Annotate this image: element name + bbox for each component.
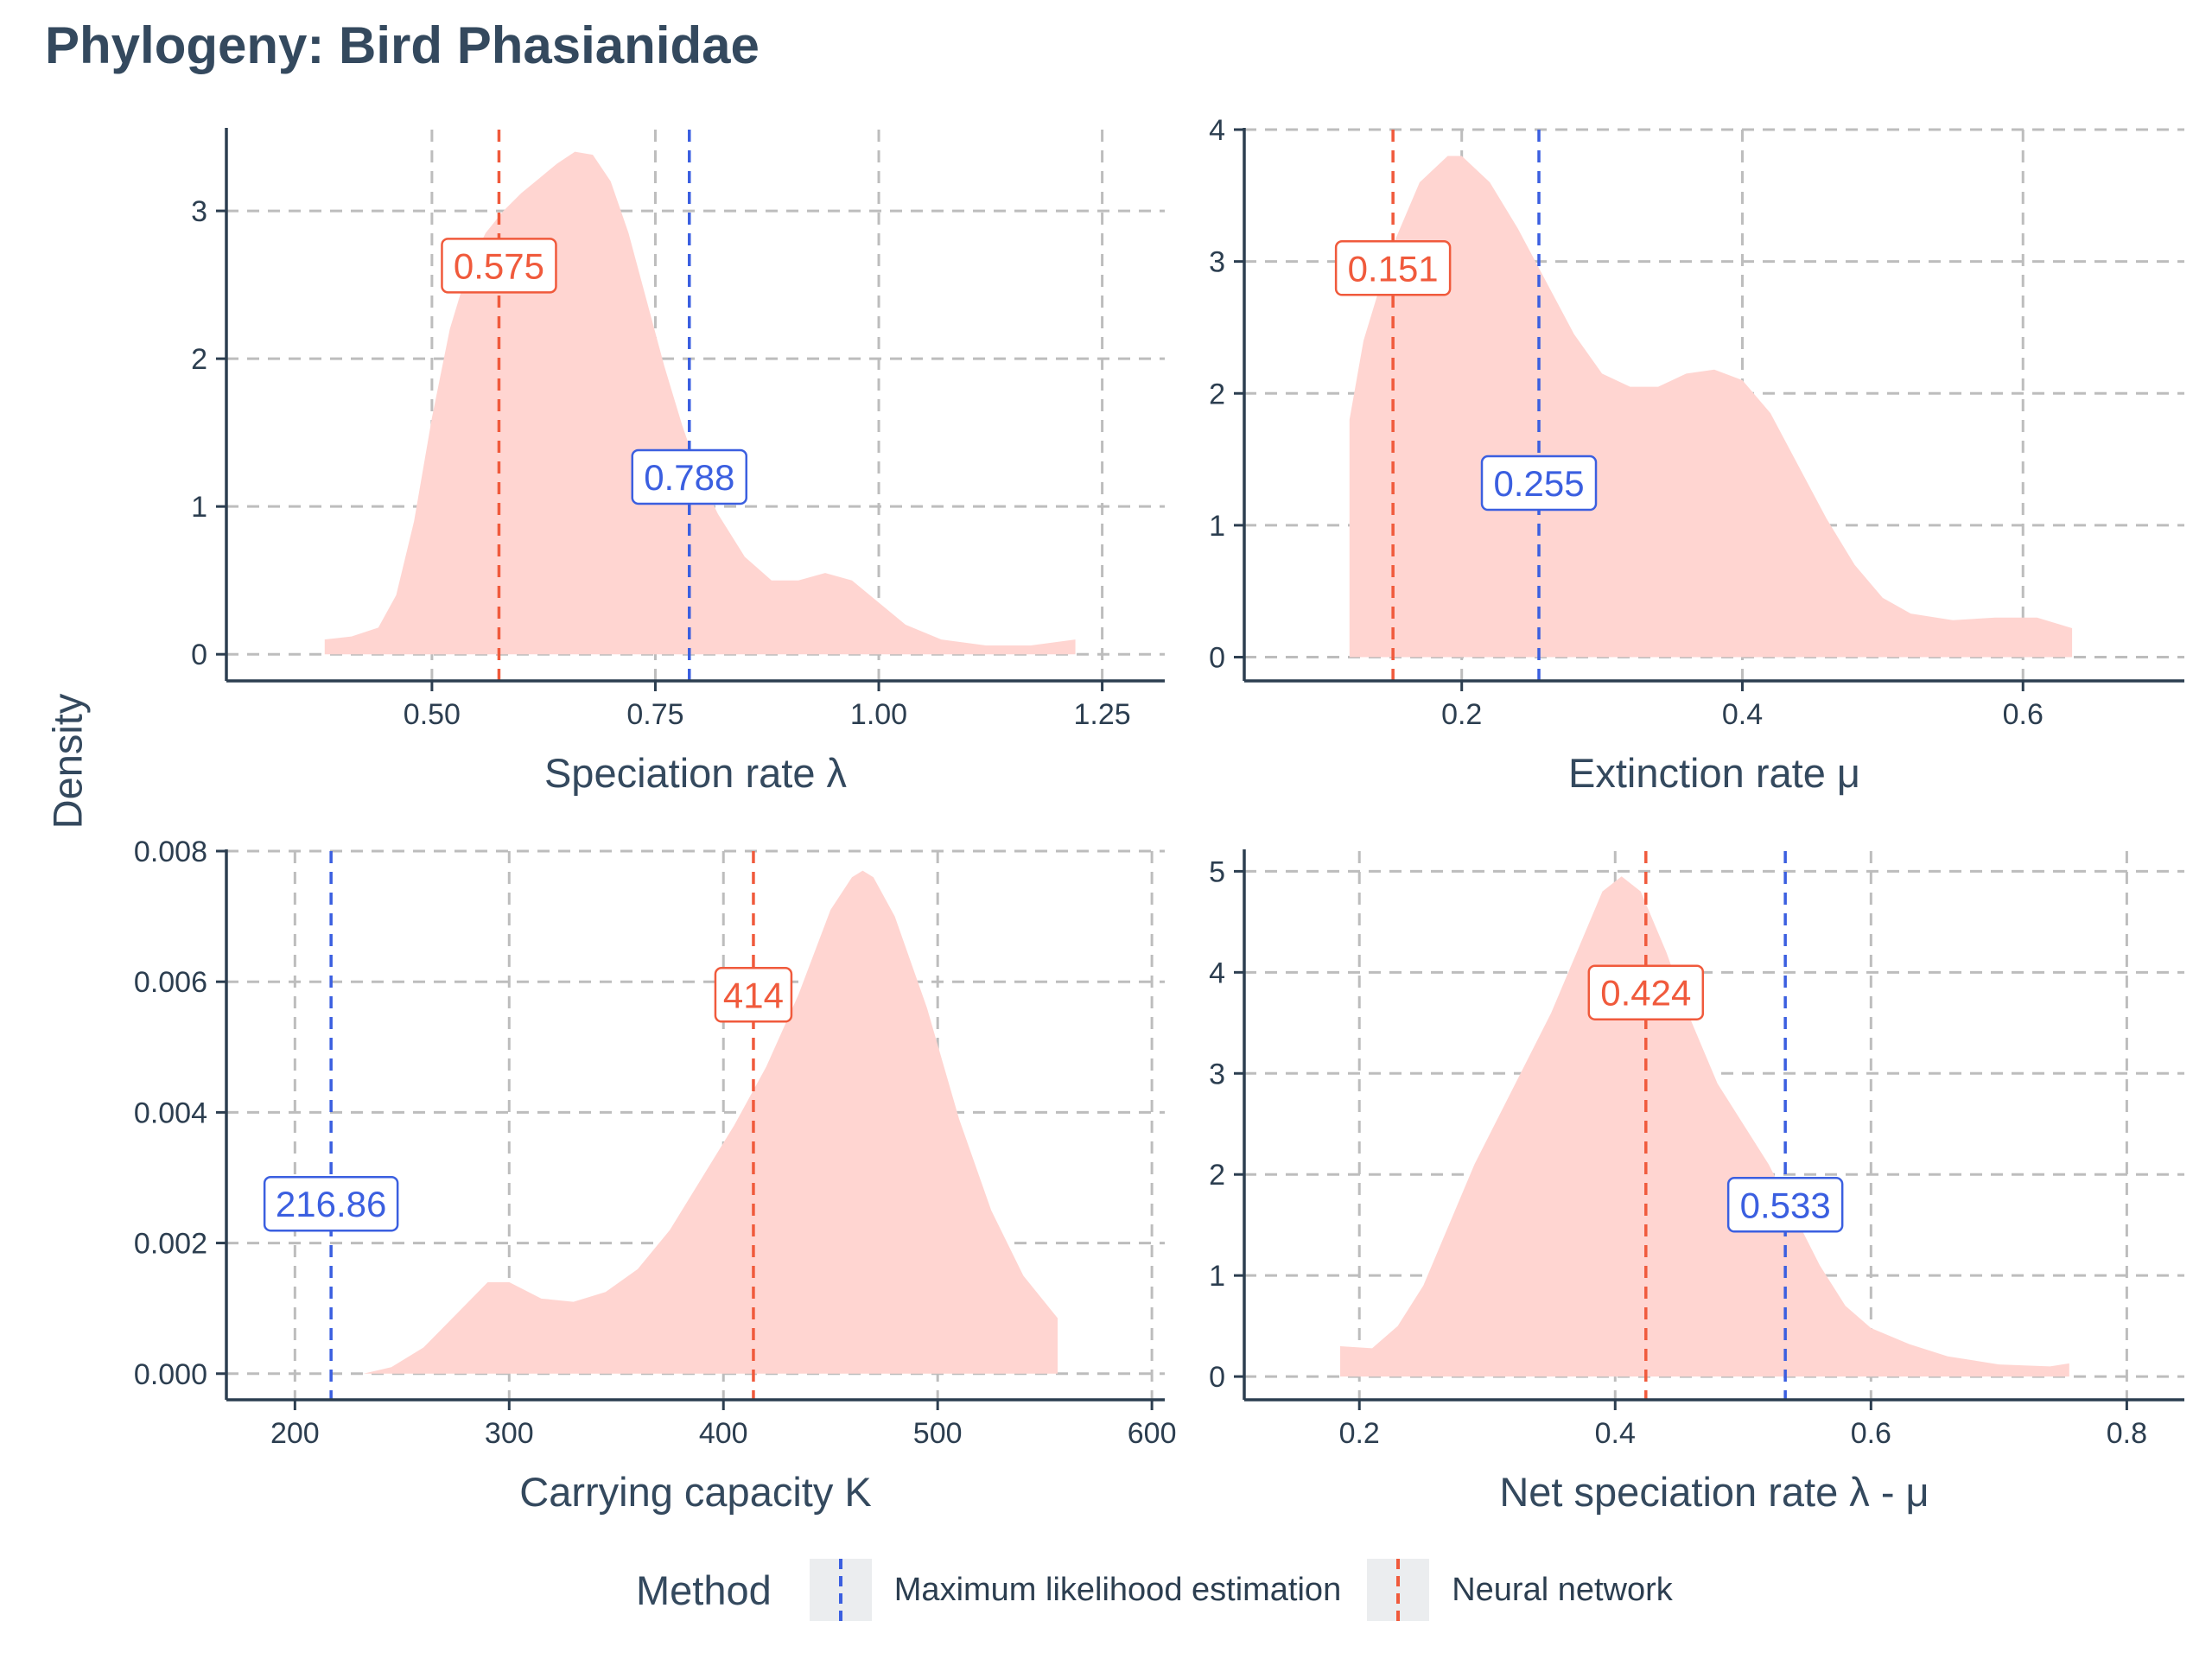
y-tick-label: 1 bbox=[1209, 510, 1225, 543]
panel-3: 200 300 400 500 600 0.000 0.002 0.004 0.006 0.008… bbox=[134, 836, 1177, 1515]
x-tick-label: 200 bbox=[270, 1417, 320, 1450]
density-area bbox=[363, 870, 1058, 1374]
x-tick-label: 0.4 bbox=[1595, 1417, 1636, 1450]
y-tick-label: 0.004 bbox=[134, 1096, 207, 1129]
y-tick-label: 0.006 bbox=[134, 966, 207, 999]
mle-value-label: 0.533 bbox=[1740, 1185, 1831, 1225]
density-area bbox=[324, 151, 1076, 655]
y-tick-label: 0 bbox=[1209, 642, 1225, 675]
density-area bbox=[1349, 156, 2073, 658]
mle-label-box bbox=[631, 448, 748, 505]
mle-value-label: 216.86 bbox=[276, 1184, 386, 1224]
legend-label-mle: Maximum likelihood estimation bbox=[893, 1571, 1342, 1608]
y-tick-label: 2 bbox=[1209, 1159, 1225, 1192]
y-tick-label: 3 bbox=[1209, 246, 1225, 279]
legend-item-mle: Maximum likelihood estimation bbox=[809, 1559, 1367, 1621]
y-tick-label: 0 bbox=[1209, 1361, 1225, 1394]
nn-label-box bbox=[1587, 964, 1705, 1020]
y-tick-label: 2 bbox=[191, 343, 207, 376]
dashed-line-icon bbox=[1396, 1559, 1401, 1621]
y-tick-label: 0.000 bbox=[134, 1358, 207, 1391]
y-tick-label: 0.008 bbox=[134, 836, 207, 868]
nn-label-box bbox=[1334, 240, 1452, 296]
mle-value-label: 0.255 bbox=[1493, 463, 1584, 504]
x-tick-label: 400 bbox=[699, 1417, 748, 1450]
mle-label-box bbox=[1726, 1177, 1844, 1233]
y-tick-label: 1 bbox=[1209, 1260, 1225, 1293]
nn-value-label: 0.424 bbox=[1600, 973, 1691, 1014]
mle-value-label: 0.788 bbox=[644, 457, 734, 498]
x-tick-label: 500 bbox=[913, 1417, 963, 1450]
x-axis-title: Net speciation rate λ - μ bbox=[1499, 1469, 1929, 1515]
x-tick-label: 0.4 bbox=[1722, 698, 1763, 731]
x-axis-title: Carrying capacity K bbox=[519, 1469, 872, 1515]
nn-label-box bbox=[441, 238, 557, 294]
x-tick-label: 0.2 bbox=[1441, 698, 1482, 731]
x-tick-label: 0.6 bbox=[2003, 698, 2044, 731]
legend-title: Method bbox=[636, 1567, 772, 1613]
panel-4: 0.2 0.4 0.6 0.8 0 1 2 3 4 5 Net speciation rate λ … bbox=[1209, 849, 2184, 1515]
x-tick-label: 0.8 bbox=[2107, 1417, 2147, 1450]
y-tick-label: 0 bbox=[191, 639, 207, 671]
panel-2: 0.2 0.4 0.6 0 1 2 3 4 Extinction rate μ 0.151 0.25… bbox=[1209, 114, 2184, 796]
y-tick-label: 0.002 bbox=[134, 1228, 207, 1261]
x-tick-label: 300 bbox=[485, 1417, 534, 1450]
nn-label-box bbox=[714, 967, 793, 1023]
legend: Method Maximum likelihood estimation Neu… bbox=[636, 1555, 1699, 1624]
nn-value-label: 414 bbox=[723, 975, 784, 1015]
density-area bbox=[1340, 876, 2069, 1377]
figure-title: Phylogeny: Bird Phasianidae bbox=[45, 16, 760, 74]
legend-label-nn: Neural network bbox=[1452, 1571, 1673, 1608]
panel-1: 0.50 0.75 1.00 1.25 0 1 2 3 Speciation rate λ 0.5… bbox=[191, 128, 1165, 796]
x-tick-label: 0.2 bbox=[1339, 1417, 1380, 1450]
legend-key-mle bbox=[809, 1559, 872, 1621]
y-tick-label: 1 bbox=[191, 491, 207, 524]
x-tick-label: 1.00 bbox=[850, 698, 907, 731]
x-tick-label: 0.75 bbox=[626, 698, 683, 731]
legend-key-nn bbox=[1367, 1559, 1430, 1621]
y-tick-label: 2 bbox=[1209, 378, 1225, 410]
nn-value-label: 0.151 bbox=[1348, 248, 1439, 289]
legend-item-nn: Neural network bbox=[1367, 1559, 1699, 1621]
x-axis-title: Extinction rate μ bbox=[1568, 750, 1860, 796]
x-tick-label: 0.50 bbox=[404, 698, 461, 731]
y-tick-label: 5 bbox=[1209, 855, 1225, 888]
y-tick-label: 4 bbox=[1209, 114, 1225, 147]
mle-label-box bbox=[1480, 454, 1598, 512]
x-tick-label: 1.25 bbox=[1074, 698, 1131, 731]
x-tick-label: 600 bbox=[1128, 1417, 1177, 1450]
mle-label-box bbox=[263, 1175, 399, 1232]
y-tick-label: 4 bbox=[1209, 957, 1225, 989]
dashed-line-icon bbox=[838, 1559, 842, 1621]
nn-value-label: 0.575 bbox=[454, 245, 544, 286]
y-tick-label: 3 bbox=[1209, 1058, 1225, 1090]
x-axis-title: Speciation rate λ bbox=[544, 750, 848, 796]
x-tick-label: 0.6 bbox=[1851, 1417, 1891, 1450]
y-tick-label: 3 bbox=[191, 195, 207, 228]
